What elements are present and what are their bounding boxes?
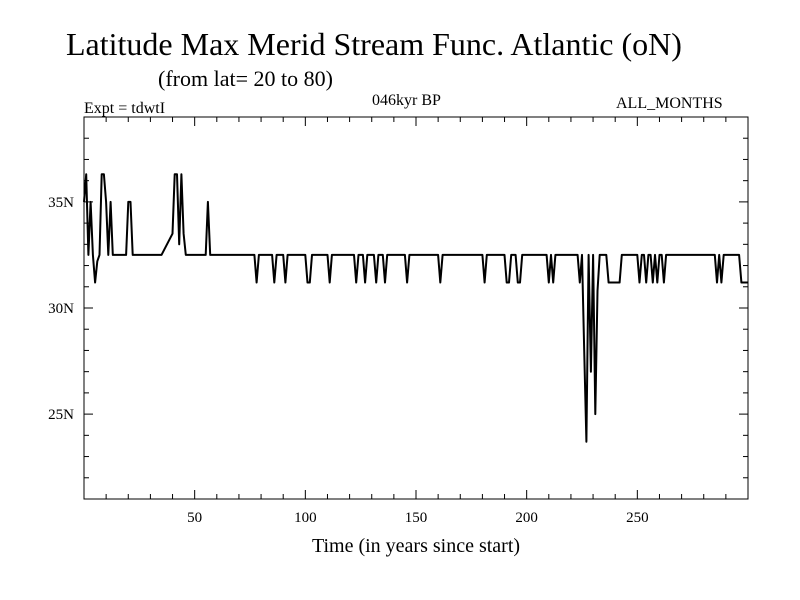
minor-ticks xyxy=(84,117,748,499)
x-tick-label: 50 xyxy=(187,510,202,526)
y-tick-label: 30N xyxy=(48,301,74,317)
y-tick-label: 35N xyxy=(48,195,74,211)
x-axis-label: Time (in years since start) xyxy=(312,535,520,557)
period-label: 046kyr BP xyxy=(372,92,441,109)
y-axis: 25N 30N 35N xyxy=(48,195,74,423)
x-tick-label: 250 xyxy=(626,510,649,526)
x-axis: 50 100 150 200 250 xyxy=(187,510,648,526)
series-line xyxy=(83,173,748,443)
x-tick-label: 200 xyxy=(515,510,538,526)
experiment-label: Expt = tdwtI xyxy=(84,100,166,117)
months-label: ALL_MONTHS xyxy=(616,95,723,112)
plot-frame xyxy=(83,116,749,500)
y-tick-label: 25N xyxy=(48,407,74,423)
x-tick-label: 150 xyxy=(405,510,428,526)
chart-subtitle: (from lat= 20 to 80) xyxy=(158,66,333,91)
x-tick-label: 100 xyxy=(294,510,317,526)
chart-title: Latitude Max Merid Stream Func. Atlantic… xyxy=(66,26,682,62)
